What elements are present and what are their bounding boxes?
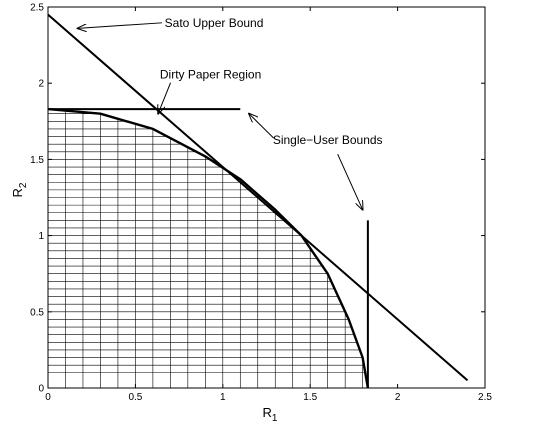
y-tick-label: 2.5 [30,3,44,14]
axis-ticks: 0 0.5 1 1.5 2 2.5 0 0.5 1 1.5 2 2.5 [30,3,492,404]
y-tick-label: 0 [38,384,44,395]
annotation-label: Dirty Paper Region [160,68,261,82]
y-tick-label: 0.5 [30,307,44,318]
sato-annotation-arrow [78,22,163,29]
sato-upper-bound-line [47,13,469,382]
plot-frame [47,6,486,389]
x-tick-label: 1.5 [303,392,317,403]
y-tick-label: 1.5 [30,155,44,166]
single-user-annotation-arrow-1 [249,114,275,139]
y-axis-label: R2 [10,182,29,197]
x-tick-label: 1 [220,392,226,403]
y-tick-label: 1 [38,231,44,242]
annotations: Sato Upper Bound Dirty Paper Region Single… [78,16,383,210]
single-user-annotation-arrow-2 [337,153,363,210]
dirty-paper-region-boundary [47,107,370,389]
x-tick-label: 0.5 [128,392,142,403]
x-tick-label: 2 [395,392,401,403]
x-tick-label: 0 [45,392,51,403]
x-axis-label: R1 [263,405,278,422]
annotation-label: Sato Upper Bound [165,16,264,30]
y-tick-label: 2 [38,79,44,90]
annotation-label: Single−User Bounds [273,133,383,147]
dirty-paper-annotation-arrow [158,82,172,114]
dirty-paper-mesh [48,110,366,388]
curves [47,13,469,389]
x-tick-label: 2.5 [478,392,492,403]
